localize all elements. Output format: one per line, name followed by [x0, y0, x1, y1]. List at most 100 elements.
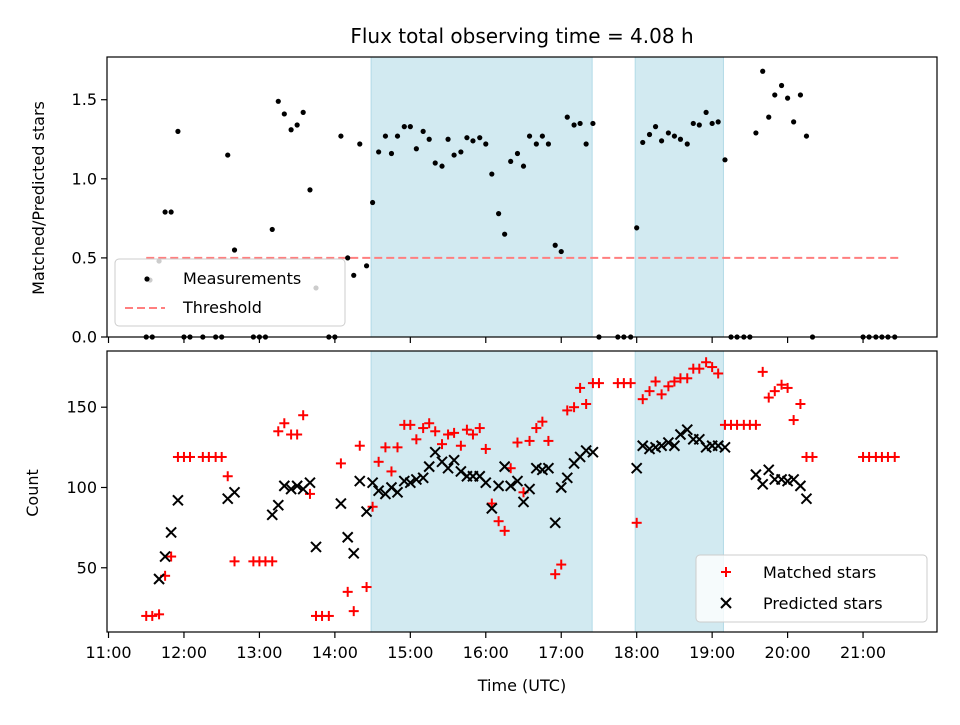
- predicted-star-point: [285, 483, 297, 495]
- measurement-point: [407, 124, 413, 130]
- matched-star-point: [644, 386, 655, 397]
- predicted-star-point: [511, 475, 524, 487]
- matched-star-point: [701, 357, 712, 368]
- matched-star-point: [669, 376, 680, 387]
- measurement-point: [703, 109, 709, 115]
- predicted-star-point: [750, 468, 762, 481]
- predicted-star-point: [335, 497, 347, 510]
- measurement-point: [665, 130, 671, 136]
- measurement-point: [583, 141, 589, 147]
- bottom-xtick-label: 13:00: [236, 643, 282, 662]
- bottom-observing-intervals: [370, 350, 724, 633]
- measurement-point: [288, 127, 294, 133]
- measurement-point: [307, 187, 313, 193]
- matched-star-point: [750, 419, 761, 430]
- predicted-star-point: [504, 480, 517, 492]
- matched-star-point: [405, 419, 416, 430]
- legend-predicted-marker: [720, 597, 732, 609]
- measurement-point: [766, 114, 772, 120]
- matched-star-point: [424, 418, 435, 429]
- measurement-point: [590, 120, 596, 127]
- predicted-star-point: [549, 517, 561, 529]
- matched-star-point: [656, 389, 667, 400]
- measurement-point: [351, 272, 357, 278]
- predicted-star-point: [391, 486, 404, 499]
- top-legend: Measurements Threshold: [114, 258, 346, 327]
- matched-star-point: [550, 569, 561, 580]
- matched-star-point: [625, 378, 636, 389]
- matched-star-point: [386, 466, 397, 477]
- matched-star-point: [707, 362, 718, 373]
- top-y-axis-label: Matched/Predicted stars: [29, 101, 48, 295]
- matched-star-point: [367, 501, 378, 512]
- top-ytick-label: 0.0: [72, 328, 97, 347]
- predicted-star-point: [310, 541, 322, 553]
- measurement-point: [690, 120, 696, 127]
- measurement-point: [162, 209, 168, 215]
- measurement-point: [357, 141, 363, 147]
- measurement-point: [791, 119, 797, 125]
- matched-star-point: [418, 423, 429, 434]
- measurement-point: [658, 138, 665, 144]
- bottom-panel: 50 100 150 11:00 12:00 13:00 14:00 15:00 16:00 17…: [23, 350, 938, 695]
- predicted-star-point: [372, 484, 385, 497]
- measurement-point: [502, 231, 508, 237]
- matched-star-point: [512, 437, 523, 448]
- measurement-point: [458, 149, 464, 155]
- matched-star-point: [531, 423, 542, 434]
- measurement-point: [753, 130, 759, 136]
- matched-star-point: [537, 416, 548, 427]
- measurement-point: [671, 133, 678, 139]
- matched-star-point: [354, 440, 365, 451]
- matched-star-point: [267, 556, 278, 567]
- top-legend-box: [114, 258, 346, 327]
- matched-star-point: [562, 405, 573, 416]
- matched-star-point: [637, 394, 648, 405]
- matched-star-point: [769, 386, 780, 397]
- bottom-xtick-label: 17:00: [538, 643, 584, 662]
- measurement-point: [778, 82, 785, 89]
- measurement-point: [772, 92, 778, 98]
- predicted-star-point: [542, 462, 555, 474]
- matched-star-point: [682, 373, 693, 384]
- measurement-point: [533, 141, 539, 147]
- measurement-point: [477, 135, 483, 141]
- matched-star-point: [757, 366, 768, 377]
- measurement-point: [634, 225, 640, 231]
- matched-star-point: [455, 440, 466, 451]
- predicted-star-point: [580, 444, 592, 457]
- matched-star-point: [216, 451, 227, 462]
- legend-matched-marker: [721, 567, 731, 577]
- matched-star-point: [556, 559, 567, 570]
- legend-plus-glyph: [721, 567, 731, 577]
- bottom-xtick-label: 11:00: [85, 643, 131, 662]
- matched-star-point: [461, 424, 472, 435]
- predicted-star-point: [266, 509, 278, 521]
- predicted-star-point: [517, 496, 530, 508]
- top-ytick-label: 1.5: [72, 90, 97, 109]
- predicted-star-point: [637, 440, 649, 452]
- predicted-star-point: [341, 531, 354, 543]
- measurement-point: [571, 122, 577, 128]
- bottom-xtick-label: 20:00: [765, 643, 811, 662]
- bottom-ytick-label: 100: [66, 478, 97, 497]
- predicted-star-point: [348, 547, 360, 560]
- predicted-star-point: [404, 476, 417, 489]
- measurement-point: [269, 226, 275, 233]
- predicted-star-point: [668, 440, 681, 452]
- bottom-xtick-label: 16:00: [463, 643, 509, 662]
- matched-star-point: [154, 609, 165, 620]
- bottom-ytick-label: 150: [66, 398, 97, 417]
- matched-star-point: [437, 439, 448, 450]
- matched-star-point: [292, 429, 303, 440]
- measurement-point: [338, 133, 344, 139]
- predicted-star-point: [498, 460, 511, 473]
- predicted-star-point: [681, 423, 693, 436]
- measurement-point: [300, 109, 306, 115]
- matched-star-point: [763, 392, 774, 403]
- measurement-point: [508, 158, 514, 165]
- matched-star-point: [474, 423, 485, 434]
- matched-star-point: [361, 582, 372, 593]
